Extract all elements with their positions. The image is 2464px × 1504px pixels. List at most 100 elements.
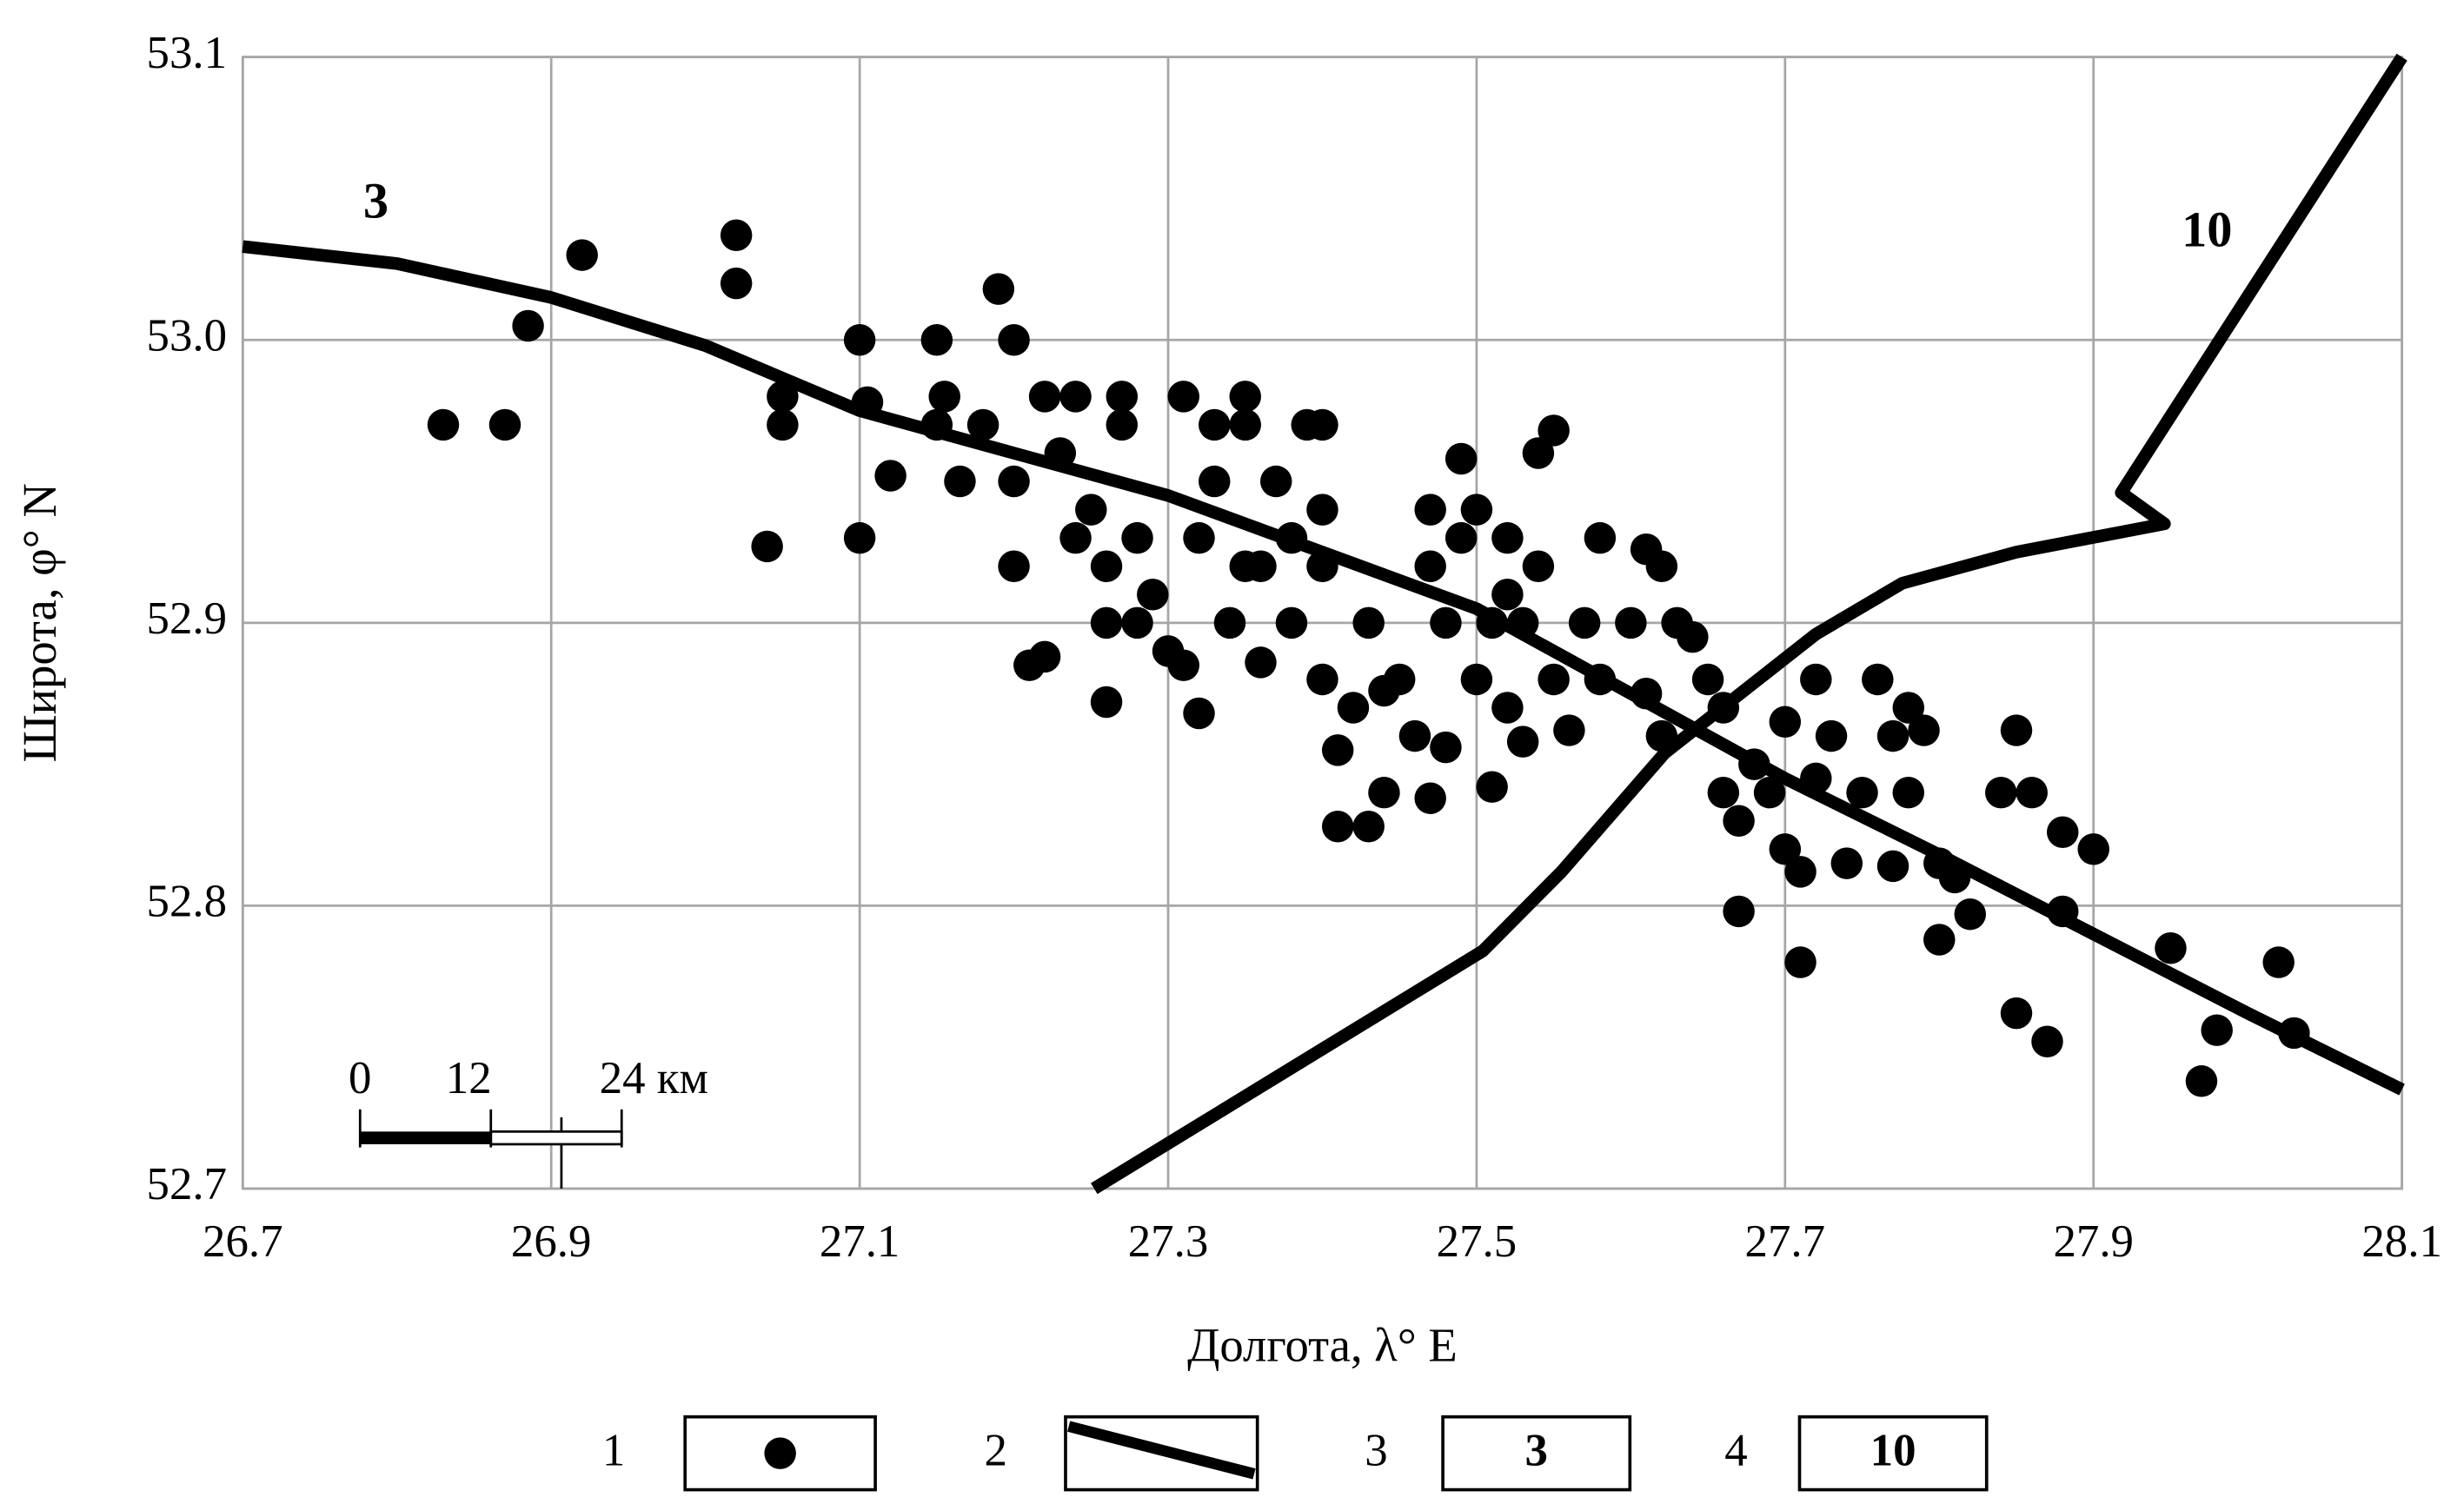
data-point: [1830, 847, 1863, 879]
data-point: [1121, 606, 1153, 639]
data-point: [1892, 692, 1925, 724]
legend-label: 3: [1365, 1426, 1387, 1476]
scale-bar: 0 12 24 км: [349, 1053, 708, 1189]
data-point: [767, 408, 799, 441]
data-point: [1059, 381, 1092, 413]
data-point: [427, 408, 460, 441]
y-tick-label: 52.8: [147, 877, 228, 927]
data-point: [1538, 663, 1570, 696]
data-point: [2016, 776, 2048, 809]
data-point: [1414, 494, 1446, 526]
data-point: [1445, 442, 1478, 475]
legend-label: 4: [1724, 1426, 1747, 1476]
data-point: [1137, 579, 1169, 611]
data-point: [720, 267, 753, 300]
data-point: [920, 324, 953, 356]
data-point: [1337, 692, 1370, 724]
x-tick-label: 27.9: [2053, 1216, 2134, 1267]
legend-line: [1067, 1421, 1256, 1480]
data-point: [874, 460, 907, 492]
data-point: [1522, 550, 1555, 582]
data-point: [566, 239, 598, 271]
data-point: [1769, 833, 1802, 865]
data-point: [512, 309, 544, 342]
y-tick-label: 52.9: [147, 593, 228, 644]
data-point: [1368, 674, 1400, 707]
scale-bar-label: 0: [349, 1053, 371, 1103]
data-point: [1707, 776, 1740, 809]
x-tick-label: 27.3: [1128, 1216, 1209, 1267]
data-point: [1892, 776, 1925, 809]
data-point: [1183, 697, 1215, 730]
data-point: [488, 408, 521, 441]
data-point: [1876, 850, 1909, 883]
x-tick-label: 27.5: [1437, 1216, 1518, 1267]
data-point: [1321, 811, 1354, 843]
scale-bar-label: 24 км: [600, 1053, 708, 1103]
data-point: [1985, 776, 2017, 809]
data-point: [2000, 997, 2033, 1030]
data-point: [1460, 494, 1493, 526]
isoline-label: 3: [363, 173, 389, 229]
data-point: [1352, 811, 1385, 843]
data-point: [767, 381, 799, 413]
data-point: [1491, 579, 1524, 611]
data-point: [1213, 606, 1246, 639]
data-point: [843, 521, 876, 554]
data-point: [1876, 719, 1909, 752]
data-point: [1723, 805, 1755, 837]
x-tick-label: 27.7: [1745, 1216, 1826, 1267]
data-point: [1352, 606, 1385, 639]
data-point: [1121, 521, 1153, 554]
data-point: [1167, 381, 1200, 413]
data-point: [1769, 706, 1802, 739]
data-point: [720, 219, 753, 252]
legend-sample: 3: [1524, 1426, 1547, 1476]
legend-box: [1064, 1415, 1259, 1492]
data-point: [1199, 408, 1231, 441]
data-point: [1784, 856, 1816, 888]
data-point: [966, 408, 1000, 441]
data-point: [1183, 521, 1215, 554]
x-tick-label: 28.1: [2361, 1216, 2442, 1267]
data-point: [928, 381, 960, 413]
data-point: [1430, 731, 1462, 764]
data-point: [1645, 550, 1678, 582]
data-point: [1414, 550, 1446, 582]
legend-box: [1797, 1415, 1989, 1492]
data-point: [1506, 725, 1539, 758]
data-point: [1028, 640, 1061, 673]
data-point: [1538, 414, 1570, 447]
data-point: [1908, 714, 1940, 746]
data-point: [1568, 606, 1601, 639]
data-point: [1229, 408, 1261, 441]
data-point: [1491, 692, 1524, 724]
data-point: [1862, 663, 1894, 696]
data-point: [1090, 606, 1123, 639]
data-point: [2155, 932, 2187, 964]
data-point: [998, 465, 1030, 498]
data-point: [998, 550, 1030, 582]
data-point: [1800, 663, 1832, 696]
isoline: [1091, 53, 2408, 1195]
data-point: [1245, 550, 1277, 582]
scale-bar-segment: [489, 1130, 623, 1146]
isoline-label: 10: [2182, 201, 2232, 257]
data-point: [1229, 381, 1261, 413]
x-tick-label: 27.1: [820, 1216, 900, 1267]
legend-box: [1441, 1415, 1632, 1492]
data-point: [1522, 437, 1555, 469]
plot-area: 3 10: [242, 53, 2408, 1195]
isoline: [242, 240, 2405, 1096]
data-point: [982, 273, 1015, 305]
data-point: [1691, 663, 1724, 696]
data-point: [1306, 408, 1338, 441]
data-point: [1245, 646, 1277, 679]
data-point: [1491, 521, 1524, 554]
data-point: [1430, 606, 1462, 639]
data-point: [1259, 465, 1292, 498]
data-point: [998, 324, 1030, 356]
